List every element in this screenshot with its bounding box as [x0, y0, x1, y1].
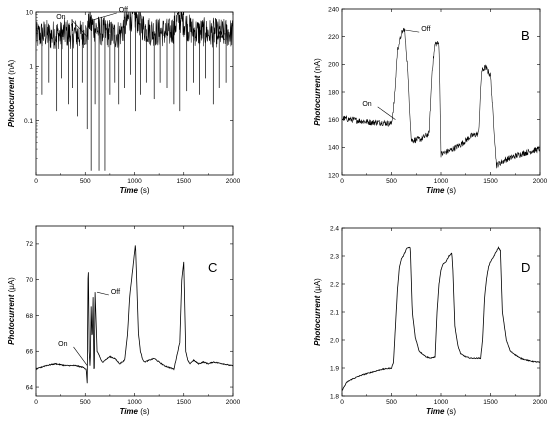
- y-tick-label: 2.0: [330, 337, 339, 344]
- y-tick-label: 160: [328, 117, 339, 124]
- y-axis-unit: (µA): [313, 278, 322, 294]
- x-axis-unit: (s): [140, 186, 150, 195]
- y-axis-label: Photocurrent: [313, 73, 322, 125]
- x-tick-label: 1000: [127, 399, 142, 406]
- x-tick-label: 1500: [483, 178, 498, 185]
- x-tick-label: 500: [386, 399, 397, 406]
- y-tick-label: 220: [328, 34, 339, 41]
- annotation-arrow: [403, 29, 420, 33]
- y-tick-label: 120: [328, 172, 339, 179]
- annotation-off: Off: [421, 26, 430, 33]
- y-tick-label: 1.9: [330, 365, 339, 372]
- x-axis-unit: (s): [447, 407, 457, 416]
- panel-b: 0 500 1000 1500 2000 120 140 160 180 200 220 240 Tim…: [313, 6, 548, 195]
- x-tick-label: 500: [80, 178, 91, 185]
- panel-c: 0 500 1000 1500 2000 64 66 68 70 72 Time (s) Photoc…: [7, 225, 241, 416]
- y-tick-label: 240: [328, 6, 339, 13]
- annotation-on: On: [58, 341, 67, 348]
- y-tick-label: 180: [328, 89, 339, 96]
- y-tick-label: 64: [26, 384, 34, 391]
- y-axis-unit: (µA): [7, 277, 16, 293]
- annotation-arrow: [91, 12, 117, 21]
- x-tick-label: 2000: [533, 178, 548, 185]
- panel-label: D: [521, 260, 530, 275]
- y-tick-label: 2.1: [330, 309, 339, 316]
- y-axis-label: Photocurrent: [7, 292, 16, 344]
- y-tick-label: 1.8: [330, 393, 339, 400]
- x-tick-label: 1000: [434, 178, 449, 185]
- y-tick-label: 70: [26, 277, 34, 284]
- x-axis-label: Time: [119, 186, 140, 195]
- panel-label: B: [521, 28, 530, 43]
- y-tick-label: 200: [328, 62, 339, 69]
- y-tick-label: 0.1: [24, 118, 33, 125]
- annotation-on: On: [56, 14, 65, 21]
- y-axis-title: Photocurrent (µA): [7, 277, 16, 345]
- y-tick-label: 2.3: [330, 253, 339, 260]
- x-tick-label: 1500: [177, 399, 192, 406]
- panel-label: C: [208, 260, 217, 275]
- y-axis-label: Photocurrent: [7, 75, 16, 127]
- x-tick-label: 500: [80, 399, 91, 406]
- x-tick-label: 0: [34, 399, 38, 406]
- x-tick-label: 1000: [434, 399, 449, 406]
- x-axis-unit: (s): [447, 186, 457, 195]
- annotation-on: On: [362, 101, 371, 108]
- y-tick-label: 140: [328, 145, 339, 152]
- x-tick-label: 0: [340, 399, 344, 406]
- panel-d: 0 500 1000 1500 2000 1.8 1.9 2.0 2.1 2.2 2.3 2.4 Tim…: [313, 225, 548, 416]
- x-axis-unit: (s): [140, 407, 150, 416]
- x-axis-label: Time: [426, 186, 447, 195]
- x-axis-title: Time (s): [119, 186, 149, 195]
- annotation-off: Off: [119, 7, 128, 14]
- panel-a: 0 500 1000 1500 2000 0.1 1 10 Time (s) Photocurre…: [7, 7, 241, 195]
- y-axis-title: Photocurrent (nA): [313, 58, 322, 126]
- x-tick-label: 1000: [127, 178, 142, 185]
- y-axis-title: Photocurrent (µA): [313, 278, 322, 346]
- y-axis-title: Photocurrent (nA): [7, 59, 16, 127]
- x-axis-title: Time (s): [119, 407, 149, 416]
- x-tick-label: 0: [34, 178, 38, 185]
- x-axis-title: Time (s): [426, 186, 456, 195]
- x-axis-label: Time: [119, 407, 140, 416]
- y-tick-label: 68: [26, 313, 34, 320]
- y-tick-label: 2.4: [330, 225, 339, 232]
- y-axis-unit: (nA): [7, 59, 16, 74]
- x-axis-title: Time (s): [426, 407, 456, 416]
- x-tick-label: 2000: [533, 399, 548, 406]
- annotation-off: Off: [111, 289, 120, 296]
- x-axis-label: Time: [426, 407, 447, 416]
- annotation-arrow: [73, 346, 88, 366]
- annotation-arrow: [71, 19, 88, 37]
- y-axis-unit: (nA): [313, 58, 322, 73]
- y-tick-label: 10: [26, 9, 34, 16]
- x-tick-label: 1500: [483, 399, 498, 406]
- annotation-arrow: [97, 291, 109, 296]
- plot-frame: [341, 227, 541, 397]
- data-series-line: [36, 245, 233, 384]
- y-tick-label: 72: [26, 241, 34, 248]
- x-tick-label: 2000: [226, 178, 241, 185]
- data-series-line: [342, 246, 540, 391]
- x-tick-label: 2000: [226, 399, 241, 406]
- x-tick-label: 500: [386, 178, 397, 185]
- x-tick-label: 1500: [177, 178, 192, 185]
- annotation-arrow: [377, 106, 396, 120]
- y-tick-label: 66: [26, 349, 34, 356]
- y-tick-label: 1: [29, 64, 33, 71]
- x-tick-label: 0: [340, 178, 344, 185]
- data-series-line: [342, 27, 540, 169]
- y-axis-label: Photocurrent: [313, 293, 322, 345]
- y-tick-label: 2.2: [330, 281, 339, 288]
